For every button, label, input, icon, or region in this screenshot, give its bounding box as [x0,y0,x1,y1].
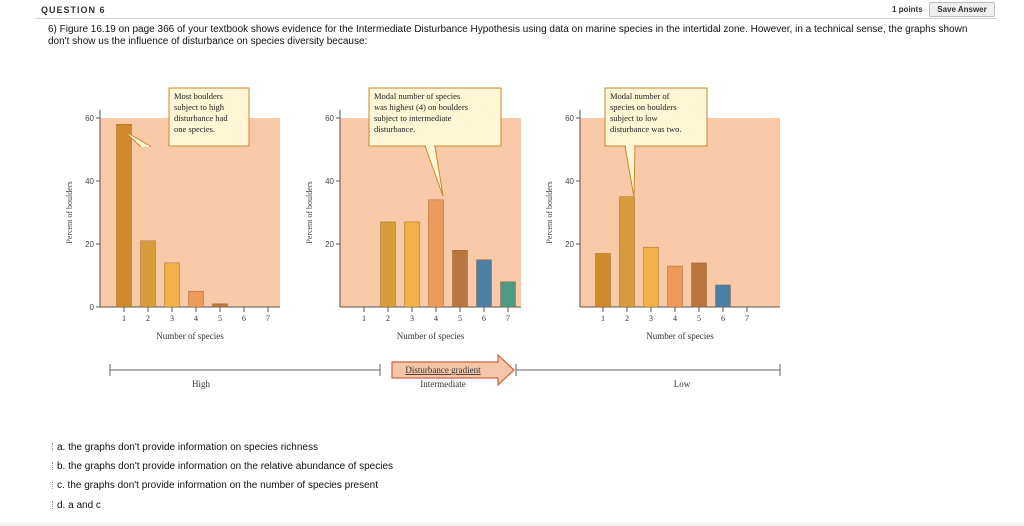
x-tick-label: 6 [721,314,725,323]
y-tick-label: 60 [565,114,574,123]
answer-option-b[interactable]: b. the graphs don't provide information … [52,459,552,473]
callout-box [368,87,502,147]
radio-icon[interactable] [52,501,56,509]
callout-line: disturbance. [374,124,415,134]
answer-option-label: d. a and c [57,499,101,511]
callout-line: species on boulders [610,102,677,112]
bottom-edge [0,520,1024,526]
y-tick-label: 40 [565,177,574,186]
y-tick-label: 60 [325,114,334,123]
y-tick-label: 0 [90,303,95,312]
x-tick-label: 1 [122,314,126,323]
answer-option-label: a. the graphs don't provide information … [57,441,318,453]
callout-line: disturbance had [174,113,228,123]
bar-3 [164,262,180,308]
x-tick-label: 3 [170,314,174,323]
bar-5 [212,303,228,308]
bar-chart-2: 20 40 60 Percent of boulders 1 2 3 4 5 6 7 Number o… [305,87,521,341]
y-axis-label: Percent of boulders [545,181,554,243]
y-tick-label: 20 [85,240,94,249]
x-tick-label: 1 [601,314,605,323]
x-tick-label: 6 [242,314,246,323]
radio-icon[interactable] [52,481,56,489]
question-header: QUESTION 6 1 points Save Answer [36,0,996,19]
bar-4 [428,199,444,308]
y-axis-label: Percent of boulders [305,181,314,243]
bar-chart-3: 20 40 60 Percent of boulders 1 2 3 4 5 6 7 Number o… [545,87,780,341]
callout-line: was highest (4) on boulders [374,102,468,112]
bar-7 [500,281,516,308]
x-tick-label: 2 [146,314,150,323]
callout-box [168,87,250,147]
bar-1 [116,124,132,308]
x-tick-label: 2 [625,314,629,323]
callout-line: Most boulders [174,91,223,101]
question-text: 6) Figure 16.19 on page 366 of your text… [48,24,968,47]
y-tick-label: 40 [85,177,94,186]
answer-option-label: c. the graphs don't provide information … [57,479,378,491]
bar-5 [691,262,707,308]
gradient-level-high: High [192,379,211,389]
x-tick-label: 4 [434,314,438,323]
bar-2 [380,221,396,308]
y-tick-label: 20 [565,240,574,249]
x-tick-label: 7 [745,314,749,323]
answer-option-c[interactable]: c. the graphs don't provide information … [52,478,552,492]
x-tick-label: 4 [673,314,677,323]
gradient-level-intermediate: Intermediate [420,379,465,389]
bar-1 [595,253,611,308]
gradient-label: Disturbance gradient [405,365,481,375]
x-tick-label: 5 [697,314,701,323]
bar-6 [715,284,731,308]
callout-line: disturbance was two. [610,124,682,134]
callout-line: Modal number of species [374,91,460,101]
bar-2 [140,240,156,308]
bar-4 [188,291,204,308]
gradient-level-low: Low [674,379,691,389]
x-axis-label: Number of species [397,331,465,341]
bar-2 [619,196,635,308]
callout-line: subject to intermediate [374,113,452,123]
question-points: 1 points [892,5,923,14]
radio-icon[interactable] [52,462,56,470]
x-tick-label: 5 [218,314,222,323]
bar-3 [404,221,420,308]
x-tick-label: 4 [194,314,198,323]
answer-option-d[interactable]: d. a and c [52,498,552,512]
y-tick-label: 60 [85,114,94,123]
bar-4 [667,265,683,308]
x-tick-label: 7 [506,314,510,323]
answer-option-a[interactable]: a. the graphs don't provide information … [52,440,552,454]
bar-3 [643,246,659,308]
y-tick-label: 40 [325,177,334,186]
callout-box [604,87,708,147]
disturbance-gradient: Disturbance gradient High Intermediate L… [109,353,781,389]
save-answer-button[interactable]: Save Answer [929,2,995,17]
textbook-figure: 0 20 40 60 Percent of boulders 1 2 3 4 5 6 7 Number … [65,87,781,389]
callout-line: subject to high [174,102,225,112]
x-tick-label: 6 [482,314,486,323]
question-label: QUESTION 6 [41,5,106,15]
y-tick-label: 20 [325,240,334,249]
radio-icon[interactable] [52,443,56,451]
x-tick-label: 5 [458,314,462,323]
x-tick-label: 3 [649,314,653,323]
x-axis-label: Number of species [646,331,714,341]
y-axis-label: Percent of boulders [65,181,74,243]
bar-6 [476,259,492,308]
bar-5 [452,250,468,308]
bar-chart-1: 0 20 40 60 Percent of boulders 1 2 3 4 5 6 7 Number … [65,87,280,341]
x-axis-label: Number of species [156,331,224,341]
callout-line: subject to low [610,113,659,123]
x-tick-label: 1 [362,314,366,323]
x-tick-label: 2 [386,314,390,323]
gradient-arrow [391,353,515,387]
x-tick-label: 3 [410,314,414,323]
callout-line: Modal number of [610,91,670,101]
x-tick-label: 7 [266,314,270,323]
answer-option-label: b. the graphs don't provide information … [57,460,394,472]
callout-line: one species. [174,124,215,134]
